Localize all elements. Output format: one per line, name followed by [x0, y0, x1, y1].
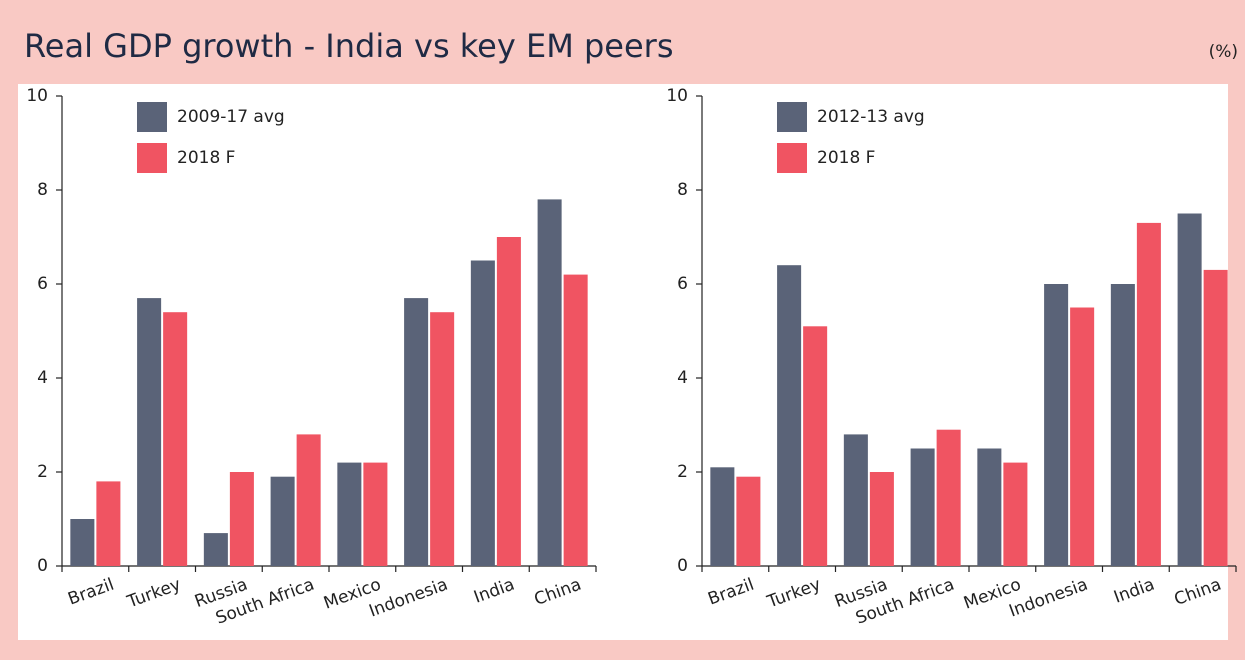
- bar: [496, 237, 521, 566]
- bar: [163, 312, 188, 566]
- y-tick-label: 0: [677, 556, 688, 576]
- chart-title: Real GDP growth - India vs key EM peers: [24, 27, 673, 65]
- legend-swatch: [137, 143, 167, 173]
- bar: [936, 429, 961, 566]
- unit-label: (%): [1209, 42, 1238, 62]
- bar: [736, 476, 761, 566]
- y-tick-label: 4: [677, 368, 688, 388]
- bar: [1177, 213, 1202, 566]
- legend-swatch: [777, 143, 807, 173]
- y-tick-label: 2: [677, 462, 688, 482]
- legend-swatch: [137, 102, 167, 132]
- bar: [843, 434, 868, 566]
- bar: [1070, 307, 1095, 566]
- bar: [710, 467, 735, 566]
- y-tick-label: 6: [37, 274, 48, 294]
- bar: [96, 481, 121, 566]
- y-tick-label: 6: [677, 274, 688, 294]
- bar: [470, 260, 495, 566]
- bar: [977, 448, 1002, 566]
- bar: [430, 312, 455, 566]
- bar: [1110, 284, 1135, 566]
- bar: [910, 448, 935, 566]
- bar: [137, 298, 162, 566]
- bar: [1003, 462, 1028, 566]
- bar: [363, 462, 388, 566]
- bar: [203, 533, 228, 566]
- bar: [70, 519, 95, 566]
- bar: [270, 476, 295, 566]
- bar: [296, 434, 321, 566]
- bar: [404, 298, 429, 566]
- y-tick-label: 10: [26, 86, 48, 106]
- bar: [229, 472, 254, 566]
- y-tick-label: 8: [37, 180, 48, 200]
- y-tick-label: 4: [37, 368, 48, 388]
- legend-label: 2018 F: [177, 148, 235, 168]
- bar: [777, 265, 802, 566]
- bar: [803, 326, 828, 566]
- bar: [1203, 269, 1228, 566]
- y-tick-label: 0: [37, 556, 48, 576]
- bar: [869, 472, 894, 566]
- legend-label: 2012-13 avg: [817, 107, 925, 127]
- bar: [337, 462, 362, 566]
- legend-label: 2009-17 avg: [177, 107, 285, 127]
- y-tick-label: 8: [677, 180, 688, 200]
- bar: [1136, 222, 1161, 566]
- y-tick-label: 10: [666, 86, 688, 106]
- bar: [563, 274, 588, 566]
- legend-label: 2018 F: [817, 148, 875, 168]
- bar: [537, 199, 562, 566]
- bar: [1044, 284, 1069, 566]
- legend-swatch: [777, 102, 807, 132]
- y-tick-label: 2: [37, 462, 48, 482]
